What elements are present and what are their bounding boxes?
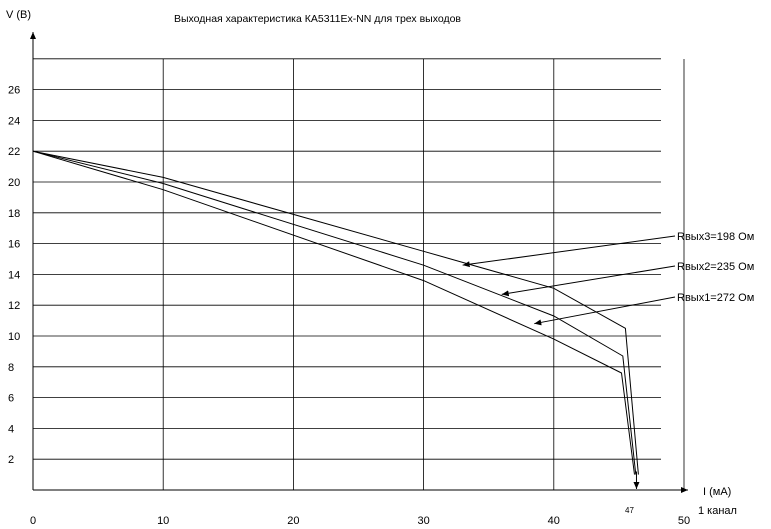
annotations: Rвых3=198 Ом Rвых2=235 Ом Rвых1=272 Ом (462, 231, 754, 326)
x-tick-extra-label: 47 (625, 506, 634, 515)
y-tick-label: 18 (8, 208, 20, 220)
chart-title: Выходная характеристика КА5311Ex-NN для … (174, 13, 461, 25)
x-axis-sublabel: 1 канал (698, 505, 737, 517)
y-tick-label: 20 (8, 177, 20, 189)
annotation-label: Rвых1=272 Ом (677, 292, 754, 304)
series-lines (32, 150, 639, 475)
axes (30, 32, 688, 493)
annotation-arrow (462, 235, 676, 268)
x-tick-label: 0 (30, 515, 36, 527)
annotation-label: Rвых2=235 Ом (677, 261, 754, 273)
series-line (32, 150, 637, 475)
series-line (32, 150, 639, 475)
y-tick-label: 4 (8, 423, 14, 435)
x-tick-label: 30 (417, 515, 429, 527)
x-axis-label: I (мА) (703, 486, 731, 498)
y-tick-label: 2 (8, 454, 14, 466)
y-tick-label: 26 (8, 85, 20, 97)
y-tick-label: 24 (8, 115, 20, 127)
y-tick-label: 10 (8, 331, 20, 343)
y-tick-label: 14 (8, 269, 20, 281)
y-tick-label: 22 (8, 146, 20, 158)
y-tick-label: 12 (8, 300, 20, 312)
x-tick-label: 10 (157, 515, 169, 527)
series-line (32, 150, 635, 475)
x-tick-label: 40 (548, 515, 560, 527)
annotation-arrow (534, 296, 676, 326)
y-tick-label: 16 (8, 239, 20, 251)
x-tick-label: 50 (678, 515, 690, 527)
y-tick-label: 6 (8, 393, 14, 405)
annotation-arrow (501, 265, 676, 297)
grid (33, 58, 685, 490)
y-tick-label: 8 (8, 362, 14, 374)
y-axis-label: V (В) (6, 9, 31, 21)
x-tick-label: 20 (287, 515, 299, 527)
annotation-label: Rвых3=198 Ом (677, 231, 754, 243)
